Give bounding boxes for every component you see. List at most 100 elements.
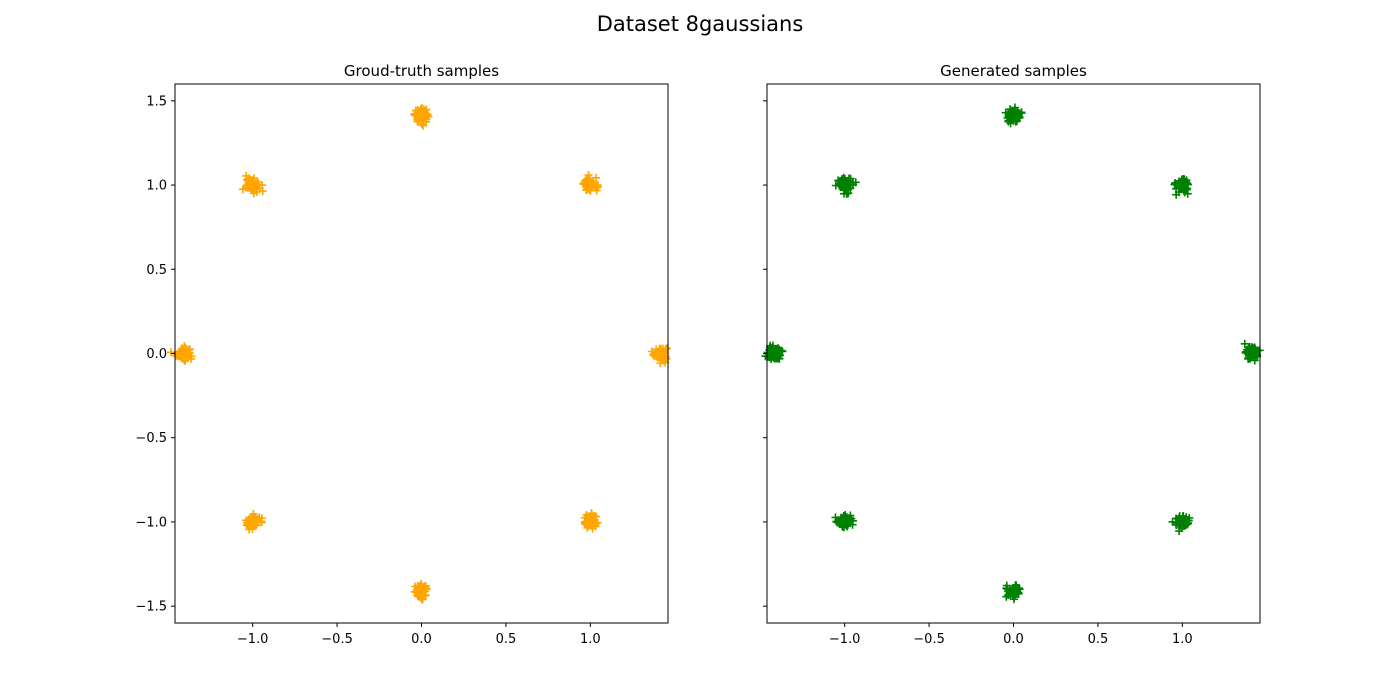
ground-truth-axes-frame	[174, 83, 669, 624]
generated-xtick-label: −0.5	[913, 632, 945, 647]
ground-truth-point	[422, 585, 431, 594]
panel-title-ground-truth: Groud-truth samples	[344, 62, 499, 80]
ground-truth-xtick-label: −1.0	[237, 632, 269, 647]
generated-point	[1246, 345, 1254, 354]
ground-truth-point	[254, 180, 263, 189]
generated-point	[1173, 179, 1182, 188]
ground-truth-point	[589, 517, 598, 526]
generated-point	[844, 189, 853, 198]
ground-truth-point	[416, 107, 425, 116]
generated-cluster-7	[831, 511, 857, 532]
ground-truth-xtick-label: 1.0	[580, 632, 601, 647]
ground-truth-ytick-label: −1.5	[135, 600, 167, 615]
generated-point	[1008, 586, 1017, 595]
ground-truth-point	[249, 519, 258, 528]
ground-truth-point	[662, 354, 671, 363]
ground-truth-point	[421, 591, 430, 600]
panel-generated: Generated samples −1.0 −0.5 0.0 0.5 1.0	[761, 62, 1264, 647]
ground-truth-point	[424, 112, 433, 121]
ground-truth-cluster-5	[238, 171, 267, 198]
ground-truth-point	[177, 347, 186, 356]
ground-truth-point	[420, 108, 429, 117]
ground-truth-ytick-label: −1.0	[135, 515, 167, 530]
ground-truth-ticks: −1.0 −0.5 0.0 0.5 1.0 −1.5 −1.0 −0.5 0.0 0.5 1.0 1.…	[135, 94, 600, 647]
ground-truth-point	[244, 176, 253, 185]
ground-truth-point	[655, 348, 664, 357]
generated-point	[835, 520, 844, 529]
generated-cluster-5	[831, 173, 860, 198]
generated-point	[1240, 339, 1249, 348]
generated-point	[835, 180, 844, 189]
ground-truth-ytick-label: 1.5	[146, 94, 167, 109]
ground-truth-point	[166, 348, 175, 357]
generated-point	[775, 354, 784, 363]
ground-truth-xtick-label: −0.5	[321, 632, 353, 647]
ground-truth-point	[180, 352, 189, 361]
generated-cluster-1	[761, 341, 787, 363]
ground-truth-point	[582, 520, 591, 529]
ground-truth-point	[180, 342, 189, 351]
generated-axes-frame	[766, 83, 1261, 624]
ground-truth-point	[584, 180, 593, 189]
generated-point	[842, 521, 851, 530]
generated-point	[771, 348, 780, 357]
generated-point	[841, 177, 850, 186]
ground-truth-cluster-1	[166, 342, 196, 365]
ground-truth-point	[592, 173, 601, 182]
ground-truth-point	[411, 587, 420, 596]
ground-truth-point	[584, 514, 593, 523]
ground-truth-point	[594, 182, 603, 191]
generated-point	[1008, 108, 1017, 117]
panel-title-generated: Generated samples	[940, 62, 1087, 80]
ground-truth-point	[248, 512, 257, 521]
generated-point	[842, 178, 851, 187]
generated-point	[1004, 117, 1013, 126]
generated-point	[1179, 519, 1187, 528]
generated-point	[848, 516, 857, 525]
ground-truth-point	[650, 352, 659, 361]
ground-truth-ytick-label: 1.0	[146, 179, 167, 194]
generated-xtick-label: −1.0	[829, 632, 861, 647]
generated-point	[1014, 109, 1023, 118]
generated-point	[1003, 114, 1012, 123]
ground-truth-point	[656, 356, 665, 365]
generated-xtick-label: 0.5	[1088, 632, 1109, 647]
generated-point	[1250, 356, 1259, 365]
ground-truth-point	[585, 181, 594, 190]
ground-truth-xtick-label: 0.0	[411, 632, 432, 647]
ground-truth-ytick-label: 0.0	[146, 347, 167, 362]
ground-truth-cluster-7	[242, 509, 266, 534]
ground-truth-point	[415, 113, 424, 122]
ground-truth-cluster-6	[580, 509, 602, 533]
ground-truth-points	[166, 103, 671, 604]
generated-point	[1002, 581, 1011, 590]
generated-point	[1177, 175, 1186, 184]
ground-truth-cluster-4	[579, 171, 603, 195]
generated-cluster-3	[1002, 580, 1024, 604]
generated-point	[1004, 591, 1013, 600]
ground-truth-point	[590, 512, 599, 521]
panel-ground-truth: Groud-truth samples −1.0 −0.5 0.0 0.5 1.0−1.…	[135, 62, 671, 647]
ground-truth-cluster-3	[410, 579, 431, 604]
ground-truth-cluster-0	[647, 344, 671, 368]
generated-cluster-4	[1170, 174, 1192, 199]
ground-truth-cluster-2	[410, 103, 433, 130]
generated-point	[837, 515, 846, 524]
generated-cluster-0	[1240, 339, 1264, 365]
ground-truth-ytick-label: 0.5	[146, 263, 167, 278]
generated-cluster-6	[1168, 512, 1194, 536]
generated-xtick-label: 0.0	[1003, 632, 1024, 647]
generated-xtick-label: 1.0	[1172, 632, 1193, 647]
figure-title: Dataset 8gaussians	[597, 12, 804, 36]
ground-truth-point	[250, 181, 259, 190]
generated-point	[1002, 592, 1011, 601]
ground-truth-point	[588, 524, 597, 533]
ground-truth-xtick-label: 0.5	[496, 632, 517, 647]
ground-truth-ytick-label: −0.5	[135, 431, 167, 446]
generated-cluster-2	[1001, 103, 1026, 128]
generated-ticks: −1.0 −0.5 0.0 0.5 1.0	[763, 100, 1193, 647]
generated-points	[761, 103, 1264, 604]
generated-point	[834, 176, 843, 185]
